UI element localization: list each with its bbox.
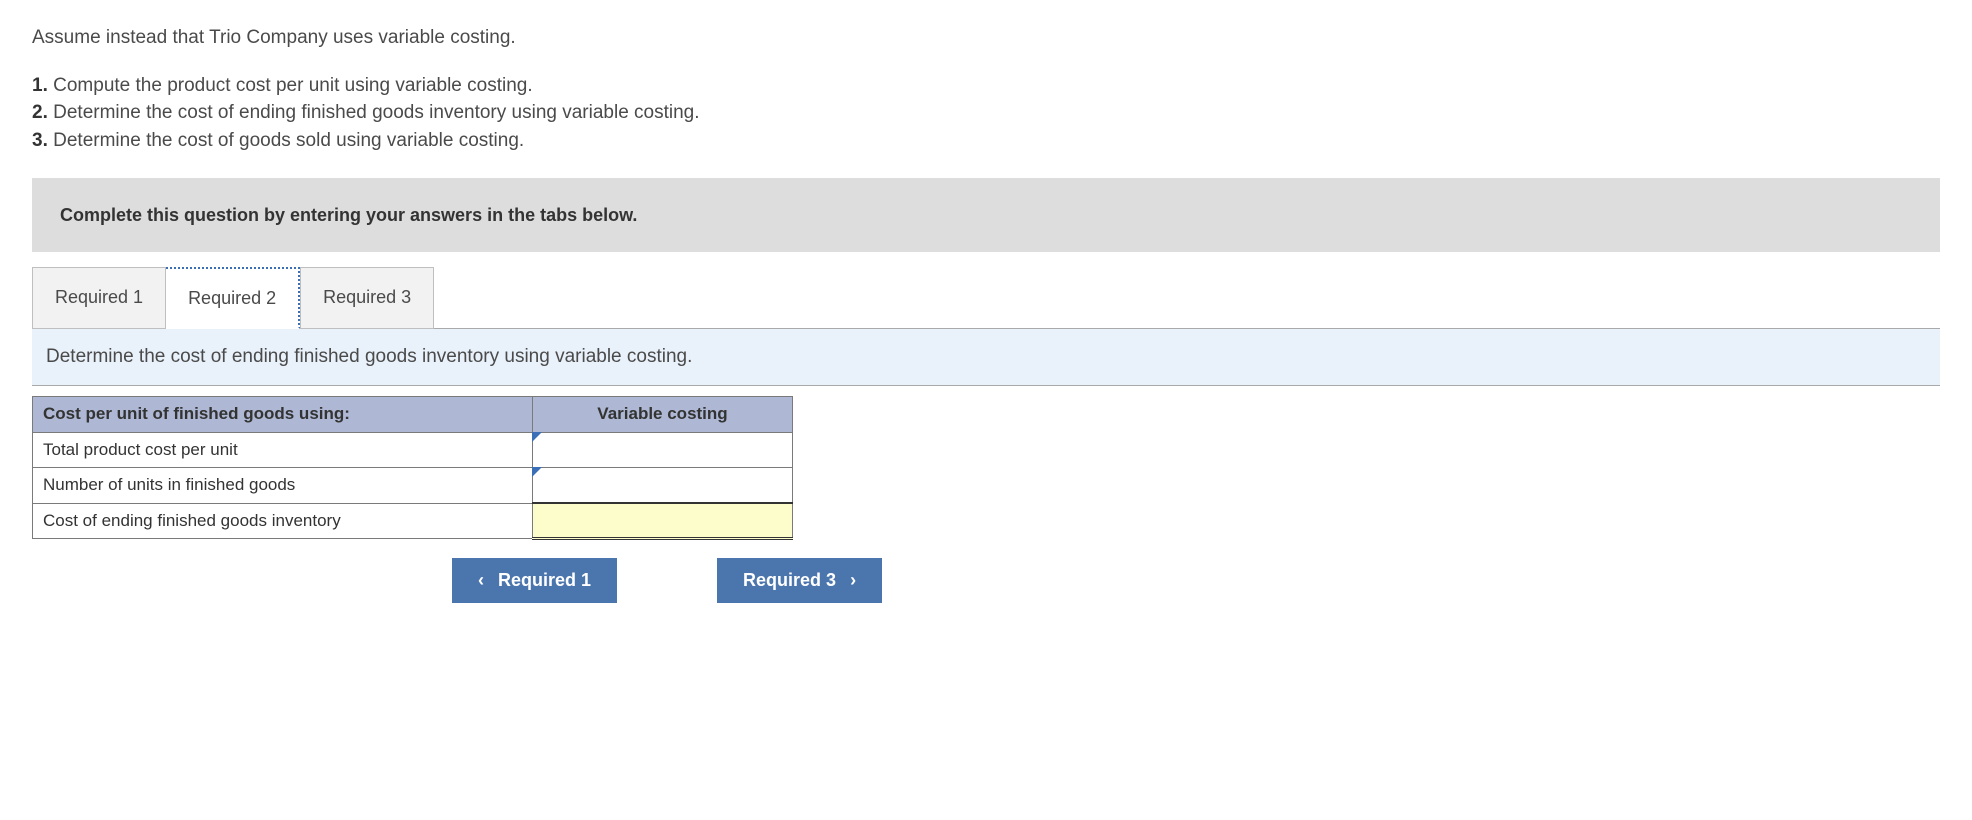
question-list: 1. Compute the product cost per unit usi… [32, 72, 1940, 155]
table-header-row: Cost per unit of finished goods using: V… [33, 396, 793, 432]
question-item: 1. Compute the product cost per unit usi… [32, 72, 1940, 100]
table-row: Number of units in finished goods [33, 468, 793, 504]
table-row: Cost of ending finished goods inventory [33, 503, 793, 539]
tab-required-2[interactable]: Required 2 [166, 267, 300, 329]
answer-table: Cost per unit of finished goods using: V… [32, 396, 793, 541]
question-number: 2. [32, 102, 48, 123]
intro-text: Assume instead that Trio Company uses va… [32, 24, 1940, 52]
table-header-value: Variable costing [533, 396, 793, 432]
question-text: Compute the product cost per unit using … [53, 75, 533, 96]
input-cell-product-cost[interactable] [533, 432, 793, 468]
nav-row: ‹ Required 1 Required 3 › [452, 558, 1940, 603]
row-label: Cost of ending finished goods inventory [33, 503, 533, 539]
question-item: 3. Determine the cost of goods sold usin… [32, 127, 1940, 155]
total-cell-ending-inventory [533, 503, 793, 539]
question-text: Determine the cost of goods sold using v… [53, 130, 524, 151]
question-item: 2. Determine the cost of ending finished… [32, 99, 1940, 127]
input-cell-units[interactable] [533, 468, 793, 504]
tab-panel: Determine the cost of ending finished go… [32, 328, 1940, 386]
tab-required-1[interactable]: Required 1 [32, 267, 166, 329]
input-marker-icon [532, 467, 542, 477]
row-label: Number of units in finished goods [33, 468, 533, 504]
tabs-row: Required 1 Required 2 Required 3 [32, 266, 1940, 328]
row-label: Total product cost per unit [33, 432, 533, 468]
question-number: 1. [32, 75, 48, 96]
instruction-bar: Complete this question by entering your … [32, 178, 1940, 252]
prev-button[interactable]: ‹ Required 1 [452, 558, 617, 603]
input-marker-icon [532, 432, 542, 442]
question-number: 3. [32, 130, 48, 151]
table-header-label: Cost per unit of finished goods using: [33, 396, 533, 432]
table-row: Total product cost per unit [33, 432, 793, 468]
next-button[interactable]: Required 3 › [717, 558, 882, 603]
chevron-right-icon: › [850, 570, 856, 591]
prev-button-label: Required 1 [498, 570, 591, 591]
chevron-left-icon: ‹ [478, 570, 484, 591]
question-text: Determine the cost of ending finished go… [53, 102, 699, 123]
tab-required-3[interactable]: Required 3 [300, 267, 434, 329]
next-button-label: Required 3 [743, 570, 836, 591]
